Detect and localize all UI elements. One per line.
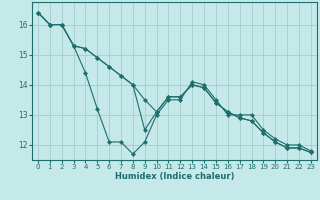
X-axis label: Humidex (Indice chaleur): Humidex (Indice chaleur) [115, 172, 234, 181]
